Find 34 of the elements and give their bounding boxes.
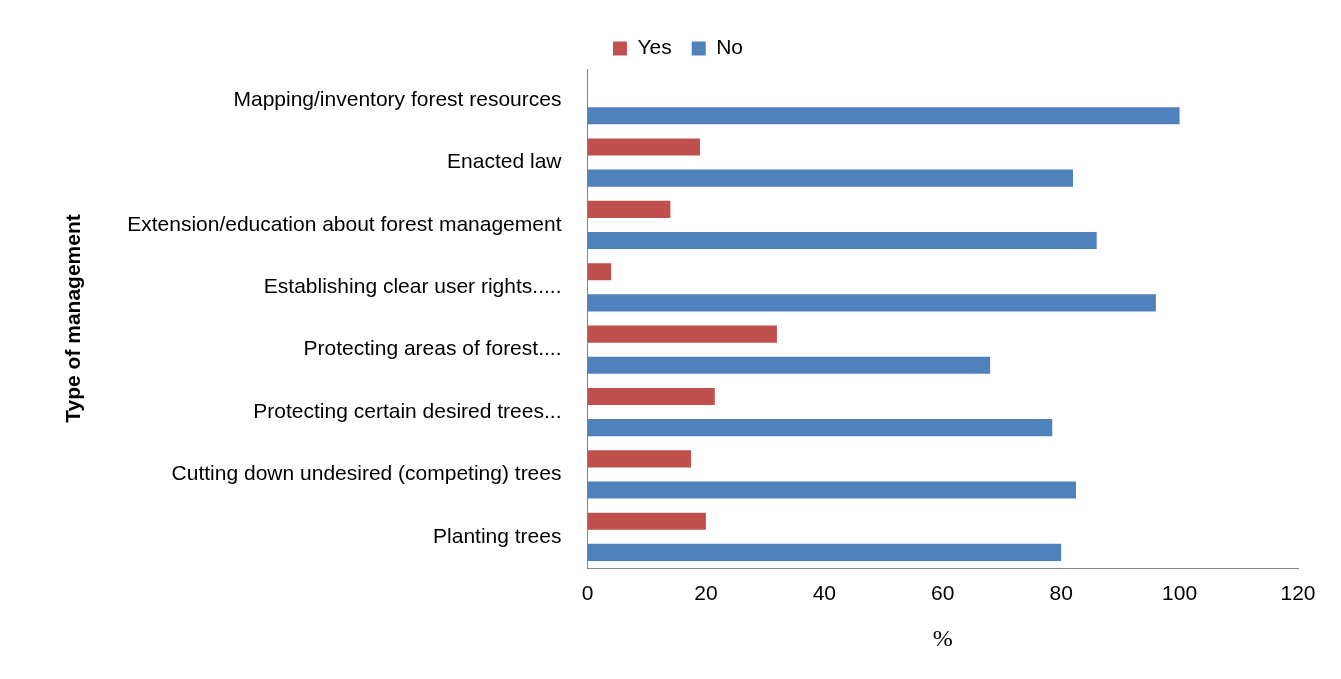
bar	[587, 419, 1053, 437]
y-tick-label: Planting trees	[433, 523, 562, 547]
y-tick-label: Establishing clear user rights.....	[263, 274, 562, 298]
bar	[587, 481, 1076, 499]
x-tick-label: 40	[812, 581, 836, 605]
x-tick-label: 60	[931, 581, 955, 605]
bar	[587, 107, 1180, 125]
x-tick-label: 20	[694, 581, 718, 605]
bar	[587, 169, 1073, 187]
x-tick-label: 0	[581, 581, 594, 605]
y-tick-label: Cutting down undesired (competing) trees	[171, 461, 562, 485]
bar	[587, 512, 706, 530]
legend-label: No	[716, 35, 744, 59]
bar	[587, 450, 692, 468]
legend-label: Yes	[637, 35, 672, 59]
bar	[587, 263, 612, 281]
bar	[587, 200, 671, 218]
y-tick-label: Mapping/inventory forest resources	[233, 86, 562, 110]
bar	[587, 387, 715, 406]
y-tick-label: Protecting areas of forest....	[303, 336, 562, 360]
bar	[587, 543, 1062, 561]
y-tick-label: Protecting certain desired trees...	[253, 398, 562, 422]
x-axis-title: %	[932, 624, 953, 651]
bar	[587, 294, 1156, 312]
x-tick-label: 100	[1162, 581, 1198, 605]
bar	[587, 138, 700, 156]
bar	[587, 356, 991, 374]
y-tick-label: Enacted law	[447, 149, 563, 173]
y-axis-title: Type of management	[61, 214, 85, 423]
bar	[587, 231, 1097, 250]
y-tick-label: Extension/education about forest management	[127, 211, 562, 235]
bar	[587, 325, 777, 343]
x-tick-label: 120	[1280, 581, 1316, 605]
x-tick-label: 80	[1049, 581, 1073, 605]
